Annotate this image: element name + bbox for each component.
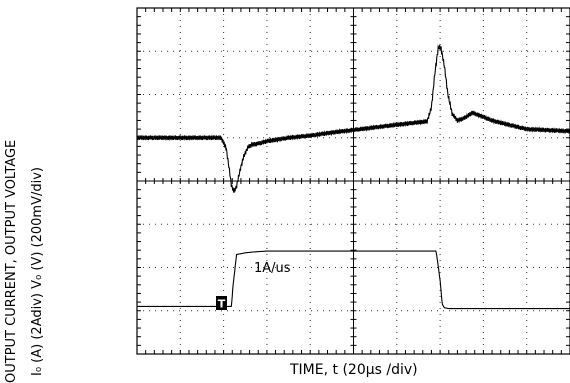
x-axis-label: TIME, t (20µs /div) — [290, 362, 418, 378]
trace-series-2 — [137, 250, 570, 310]
y-axis-label-line1: OUTPUT CURRENT, OUTPUT VOLTAGE — [4, 139, 19, 383]
trigger-marker: T — [216, 296, 227, 311]
slew-rate-annotation: 1A/us — [254, 261, 291, 276]
trace-series-1 — [136, 44, 570, 193]
traces — [136, 44, 570, 310]
svg-text:T: T — [218, 298, 226, 311]
y-axis-label-line2: I₀ (A) (2Adiv) V₀ (V) (200mV/div) — [30, 167, 45, 376]
grid-frame — [136, 7, 570, 355]
